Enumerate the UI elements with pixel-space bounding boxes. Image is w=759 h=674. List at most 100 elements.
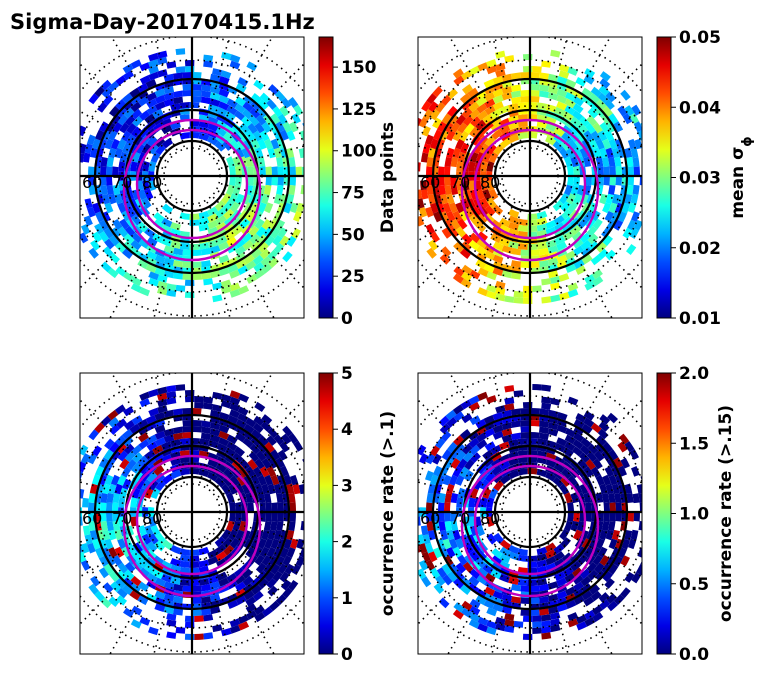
heatmap-cell	[245, 156, 254, 167]
heatmap-cell	[573, 588, 585, 599]
heatmap-cell	[450, 184, 459, 196]
heatmap-cell	[607, 600, 618, 612]
colorbar-tick-label: 1.5	[679, 434, 709, 454]
heatmap-cell	[198, 210, 210, 220]
heatmap-cell	[288, 156, 296, 167]
heatmap-cell	[561, 132, 573, 144]
heatmap-cell	[545, 562, 557, 572]
heatmap-cell	[98, 231, 109, 243]
heatmap-cell	[470, 452, 481, 463]
heatmap-cell	[138, 439, 150, 450]
heatmap-cell	[100, 597, 112, 609]
heatmap-cell	[592, 122, 603, 134]
heatmap-cell	[541, 296, 552, 304]
heatmap-cell	[484, 586, 495, 596]
heatmap-cell	[448, 227, 459, 239]
heatmap-cell	[271, 512, 279, 522]
heatmap-cell	[589, 93, 601, 104]
heatmap-cell	[95, 129, 105, 141]
heatmap-cell	[234, 483, 245, 495]
heatmap-cell	[241, 108, 253, 120]
heatmap-cell	[629, 449, 639, 460]
heatmap-cell	[94, 86, 105, 98]
heatmap-cell	[539, 72, 550, 80]
heatmap-cell	[595, 474, 605, 486]
heatmap-cell	[258, 242, 269, 253]
heatmap-cell	[249, 443, 261, 455]
heatmap-cell	[632, 493, 640, 504]
heatmap-cell	[608, 156, 616, 167]
heatmap-cell	[613, 121, 624, 133]
meridian-line	[80, 398, 172, 492]
heatmap-cell	[553, 462, 565, 473]
heatmap-cell	[129, 87, 141, 98]
heatmap-cell	[210, 270, 221, 279]
heatmap-cell	[288, 492, 296, 503]
heatmap-cell	[609, 176, 617, 186]
heatmap-cell	[245, 546, 256, 558]
heatmap-cell	[309, 139, 317, 150]
heatmap-cell	[567, 165, 574, 176]
colorbar-gradient	[656, 36, 672, 319]
heatmap-cell	[306, 466, 315, 477]
heatmap-cell	[270, 227, 281, 239]
heatmap-cell	[229, 501, 236, 512]
heatmap-cell	[545, 122, 557, 132]
heatmap-cell	[532, 66, 542, 73]
meridian-line	[550, 532, 642, 626]
meridian-line	[80, 145, 164, 170]
meridian-line	[544, 537, 613, 654]
heatmap-cell	[559, 483, 570, 495]
heatmap-cell	[80, 480, 81, 482]
heatmap-cell	[288, 97, 299, 108]
colorbar-label: Data points	[378, 122, 398, 233]
heatmap-cell	[157, 405, 168, 414]
heatmap-cell	[242, 101, 254, 113]
heatmap-cell	[172, 260, 183, 268]
heatmap-cell	[289, 176, 297, 186]
heatmap-cell	[550, 624, 561, 633]
meridian-line	[80, 110, 167, 162]
heatmap-cell	[477, 62, 489, 72]
heatmap-cell	[267, 249, 279, 261]
heatmap-cell	[530, 261, 540, 268]
heatmap-cell	[170, 240, 181, 249]
heatmap-cell	[482, 113, 494, 125]
heatmap-cell	[486, 59, 497, 68]
heatmap-cell	[264, 538, 274, 550]
meridian-line	[418, 526, 505, 578]
heatmap-cell	[490, 219, 502, 230]
heatmap-cell	[591, 269, 603, 280]
heatmap-cell	[311, 148, 319, 158]
heatmap-cell	[234, 529, 245, 541]
heatmap-cell	[443, 502, 451, 512]
heatmap-cell	[172, 90, 183, 98]
heatmap-cell	[100, 512, 107, 522]
heatmap-cell	[495, 616, 506, 626]
heatmap-cell	[495, 69, 506, 78]
heatmap-cell	[556, 254, 568, 264]
heatmap-cell	[66, 143, 74, 153]
heatmap-cell	[242, 239, 254, 251]
heatmap-cell	[161, 217, 173, 228]
oval-outer	[122, 454, 262, 598]
heatmap-cell	[490, 444, 502, 455]
latitude-label: 70	[112, 509, 132, 528]
heatmap-cell	[624, 530, 633, 541]
heatmap-cell	[286, 147, 295, 158]
meridian-line	[544, 373, 612, 487]
heatmap-cell	[207, 226, 219, 236]
heatmap-cell	[201, 420, 212, 428]
heatmap-cell	[461, 271, 472, 282]
heatmap-cell	[117, 474, 127, 486]
heatmap-cell	[139, 62, 151, 72]
heatmap-cell	[581, 254, 593, 265]
heatmap-cell	[146, 541, 158, 553]
heatmap-cell	[194, 396, 204, 403]
heatmap-cell	[579, 452, 590, 463]
heatmap-cell	[647, 139, 655, 150]
heatmap-cell	[266, 578, 277, 589]
heatmap-cell	[508, 208, 520, 219]
heatmap-cell	[129, 94, 141, 105]
heatmap-cell	[259, 166, 266, 176]
